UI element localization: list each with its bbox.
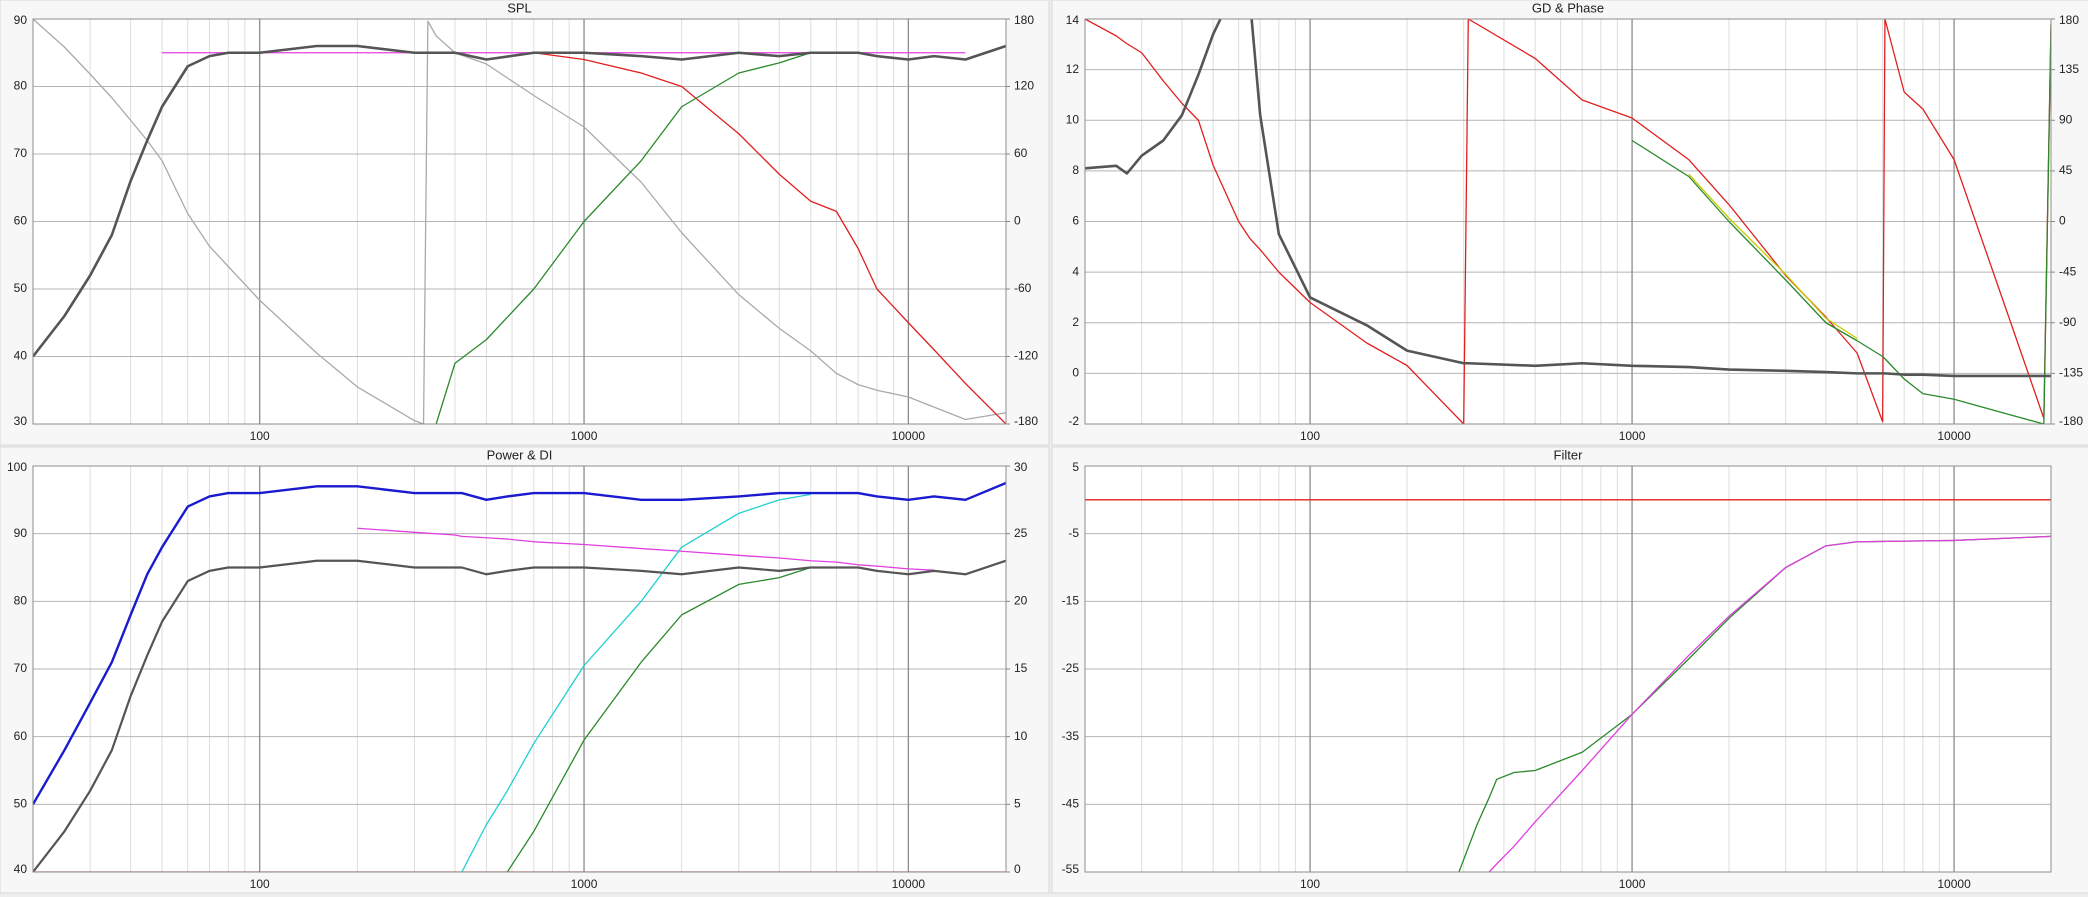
y2-tick-label: 15 xyxy=(1014,661,1028,675)
y-tick-label: 80 xyxy=(14,79,28,93)
y-tick-label: 30 xyxy=(14,414,28,428)
y2-tick-label: -45 xyxy=(2059,264,2077,278)
plot-series xyxy=(1085,19,2051,424)
y-tick-label: -15 xyxy=(1062,594,1080,608)
x-tick-label: 100 xyxy=(1300,877,1320,891)
x-tick-label: 1000 xyxy=(571,877,598,891)
y-tick-label: 80 xyxy=(14,594,28,608)
series-line xyxy=(33,19,1006,424)
y-tick-label: 12 xyxy=(1066,62,1080,76)
y-tick-label: -55 xyxy=(1062,862,1080,876)
y2-tick-label: 45 xyxy=(2059,163,2073,177)
y-tick-label: 70 xyxy=(14,146,28,160)
x-tick-label: 100 xyxy=(250,429,270,443)
y2-tick-label: 120 xyxy=(1014,79,1034,93)
y-tick-label: 50 xyxy=(14,281,28,295)
x-tick-label: 1000 xyxy=(1619,877,1646,891)
series-line xyxy=(1631,24,2051,424)
y-tick-label: -25 xyxy=(1062,661,1080,675)
y-tick-label: 2 xyxy=(1072,315,1079,329)
y-tick-label: 8 xyxy=(1072,163,1079,177)
y2-tick-label: -135 xyxy=(2059,366,2083,380)
y-tick-label: 70 xyxy=(14,661,28,675)
y2-tick-label: 60 xyxy=(1014,146,1028,160)
y2-tick-label: -60 xyxy=(1014,281,1032,295)
chart-title: Power & DI xyxy=(487,447,553,462)
y2-tick-label: 0 xyxy=(2059,214,2066,228)
plot-border xyxy=(1084,18,2052,425)
y2-tick-label: -120 xyxy=(1014,349,1038,363)
plot-series xyxy=(1085,499,2051,872)
x-tick-label: 10000 xyxy=(1937,877,1971,891)
y-tick-label: 40 xyxy=(14,862,28,876)
x-tick-label: 1000 xyxy=(1619,429,1646,443)
plot-border xyxy=(32,465,1007,873)
series-line xyxy=(461,493,811,872)
chart-title: GD & Phase xyxy=(1532,0,1604,15)
x-tick-label: 10000 xyxy=(892,877,926,891)
series-line xyxy=(1688,173,1858,340)
y-tick-label: 0 xyxy=(1072,366,1079,380)
x-tick-label: 1000 xyxy=(571,429,598,443)
y2-tick-label: 20 xyxy=(1014,594,1028,608)
chart-title: SPL xyxy=(507,0,532,15)
series-line xyxy=(33,44,1006,358)
y-tick-label: 100 xyxy=(7,460,27,474)
y-tick-label: 90 xyxy=(14,13,28,27)
y2-tick-label: 30 xyxy=(1014,460,1028,474)
x-tick-label: 100 xyxy=(1300,429,1320,443)
plot-series xyxy=(33,19,1006,424)
y2-tick-label: -180 xyxy=(1014,414,1038,428)
y-tick-label: 6 xyxy=(1072,214,1079,228)
y-tick-label: 90 xyxy=(14,526,28,540)
y2-tick-label: -90 xyxy=(2059,315,2077,329)
y-tick-label: 50 xyxy=(14,797,28,811)
y-tick-label: 40 xyxy=(14,349,28,363)
series-line xyxy=(357,527,935,571)
series-line xyxy=(1085,19,2051,424)
series-line xyxy=(33,559,1006,872)
y2-tick-label: 10 xyxy=(1014,729,1028,743)
y-tick-label: 10 xyxy=(1066,112,1080,126)
series-line xyxy=(1085,19,2051,378)
y-tick-label: 60 xyxy=(14,729,28,743)
y2-tick-label: 0 xyxy=(1014,862,1021,876)
plot-border xyxy=(1084,465,2052,873)
y-tick-label: -5 xyxy=(1068,526,1079,540)
plot-border xyxy=(32,18,1007,425)
x-tick-label: 10000 xyxy=(892,429,926,443)
y-tick-label: 60 xyxy=(14,214,28,228)
y2-tick-label: 5 xyxy=(1014,797,1021,811)
series-line xyxy=(1488,535,2051,872)
y-tick-label: -2 xyxy=(1068,414,1079,428)
series-line xyxy=(33,481,1006,805)
y-tick-label: -45 xyxy=(1062,797,1080,811)
plot-series xyxy=(33,481,1006,872)
y2-tick-label: 90 xyxy=(2059,112,2073,126)
chart-title: Filter xyxy=(1554,447,1584,462)
y-tick-label: -35 xyxy=(1062,729,1080,743)
y2-tick-label: -180 xyxy=(2059,414,2083,428)
y2-tick-label: 0 xyxy=(1014,214,1021,228)
y2-tick-label: 180 xyxy=(1014,13,1034,27)
y2-tick-label: 135 xyxy=(2059,62,2079,76)
y2-tick-label: 25 xyxy=(1014,526,1028,540)
y-tick-label: 4 xyxy=(1072,264,1079,278)
x-tick-label: 100 xyxy=(250,877,270,891)
y-tick-label: 14 xyxy=(1066,13,1080,27)
y2-tick-label: 180 xyxy=(2059,13,2079,27)
y-tick-label: 5 xyxy=(1072,460,1079,474)
x-tick-label: 10000 xyxy=(1937,429,1971,443)
